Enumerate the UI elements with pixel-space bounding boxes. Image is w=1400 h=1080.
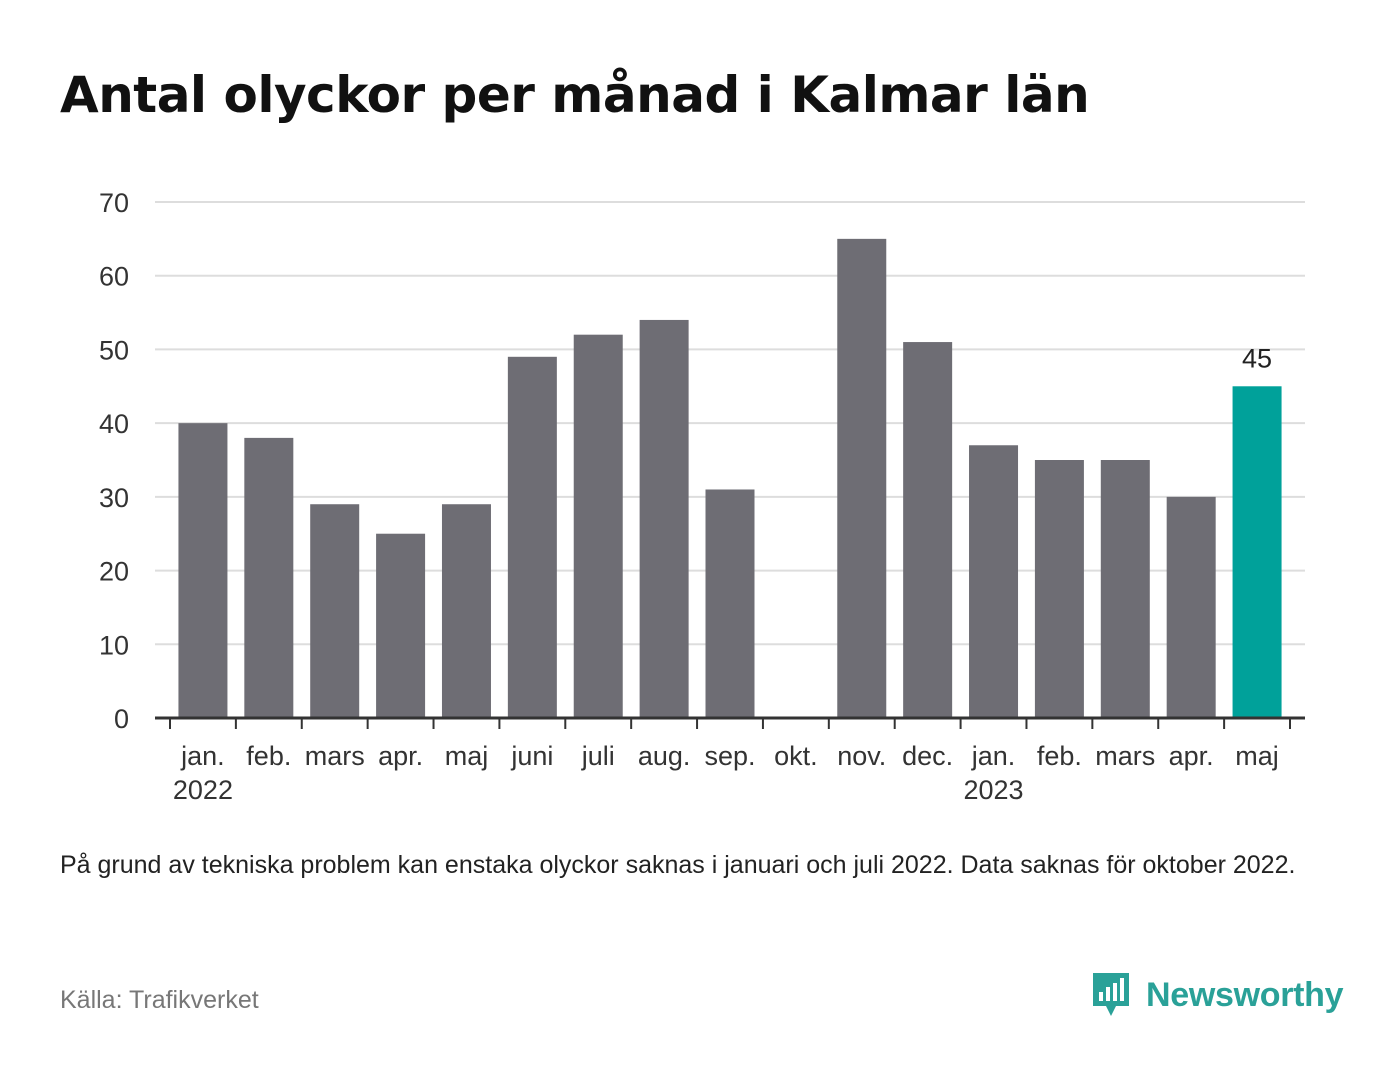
brand-name: Newsworthy <box>1146 975 1344 1014</box>
bars <box>178 238 1282 718</box>
x-tick-label: apr. <box>378 741 423 771</box>
y-tick-label: 40 <box>99 409 129 439</box>
newsworthy-logo[interactable]: Newsworthy <box>1090 970 1344 1020</box>
bar <box>376 533 426 718</box>
bar <box>441 504 491 718</box>
y-tick-label: 0 <box>114 704 129 734</box>
x-tick-label: mars <box>1095 741 1155 771</box>
x-tick-label: maj <box>1235 741 1279 771</box>
bar-chart-logo-icon <box>1093 973 1129 1016</box>
y-tick-label: 70 <box>99 188 129 218</box>
x-tick-label: jan. <box>971 741 1016 771</box>
bar <box>1166 496 1216 718</box>
x-tick-label: aug. <box>638 741 691 771</box>
x-tick-label: dec. <box>902 741 953 771</box>
y-tick-label: 30 <box>99 483 129 513</box>
bar <box>837 238 887 718</box>
x-tick-label: nov. <box>837 741 886 771</box>
x-year-label: 2023 <box>963 775 1023 805</box>
bar <box>969 445 1019 718</box>
x-axis <box>155 716 1305 729</box>
x-tick-label: jan. <box>180 741 225 771</box>
bar <box>244 437 294 718</box>
x-tick-label: apr. <box>1169 741 1214 771</box>
y-tick-label: 20 <box>99 557 129 587</box>
chart-title: Antal olyckor per månad i Kalmar län <box>60 66 1090 124</box>
bar <box>1100 460 1150 718</box>
bar <box>310 504 360 718</box>
bar <box>573 334 623 718</box>
x-tick-label: sep. <box>704 741 755 771</box>
bar <box>1034 460 1084 718</box>
x-tick-label: juni <box>510 741 553 771</box>
x-tick-label: maj <box>445 741 489 771</box>
x-tick-label: juli <box>581 741 615 771</box>
x-tick-label: okt. <box>774 741 818 771</box>
x-tick-label: feb. <box>1037 741 1082 771</box>
data-label: 45 <box>1242 343 1272 373</box>
x-tick-label: mars <box>305 741 365 771</box>
bar <box>639 319 689 718</box>
bar <box>507 356 557 718</box>
bar <box>903 342 953 718</box>
chart-note: På grund av tekniska problem kan enstaka… <box>60 851 1296 879</box>
y-tick-label: 60 <box>99 262 129 292</box>
y-tick-label: 10 <box>99 630 129 660</box>
bar <box>705 489 755 718</box>
x-year-label: 2022 <box>173 775 233 805</box>
source-credit: Källa: Trafikverket <box>60 986 259 1014</box>
bar <box>178 423 228 718</box>
x-tick-label: feb. <box>246 741 291 771</box>
y-tick-label: 50 <box>99 335 129 365</box>
bar-highlighted <box>1232 386 1282 718</box>
